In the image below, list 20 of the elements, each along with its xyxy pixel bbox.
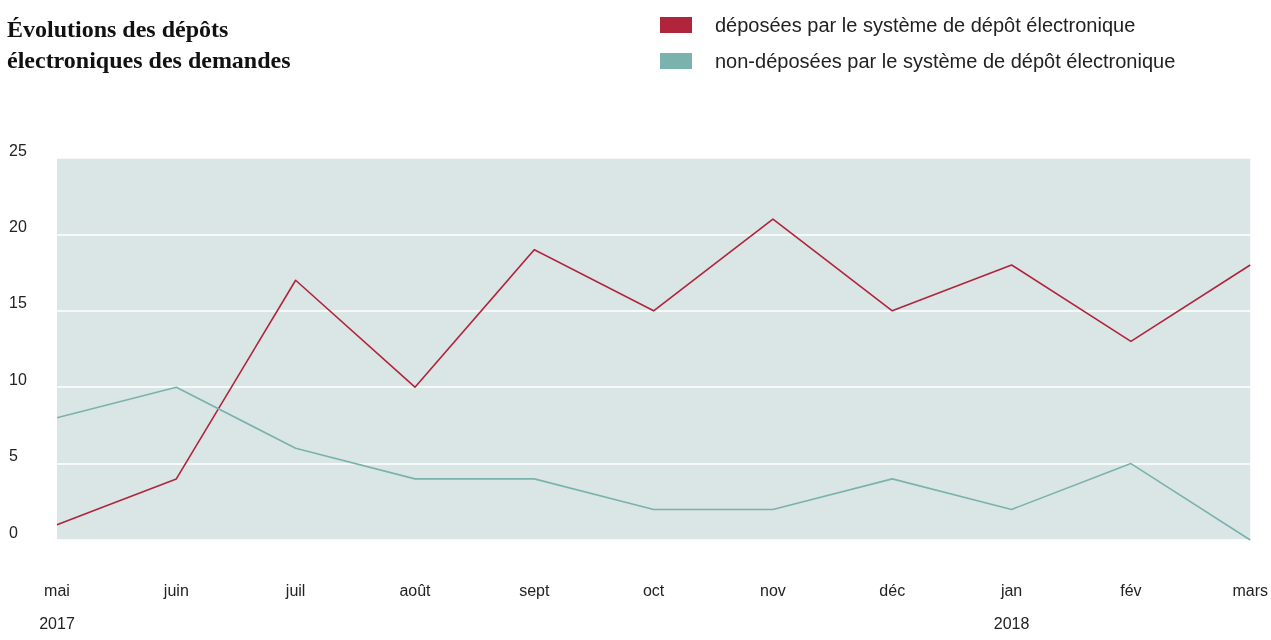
x-tick-label: jan 2018: [993, 582, 1030, 632]
y-tick-label: 25: [9, 141, 27, 159]
x-tick-label: déc: [879, 582, 906, 599]
y-tick-label: 0: [9, 523, 18, 541]
x-tick-label: mars: [1232, 582, 1268, 599]
x-tick-label: juil: [284, 582, 306, 599]
x-tick-label: oct: [642, 582, 665, 599]
y-tick-label: 20: [9, 217, 27, 235]
x-tick-label: fév: [1120, 582, 1142, 599]
legend-label: non-déposées par le système de dépôt électronique: [715, 50, 1176, 72]
x-tick-label: août: [399, 582, 432, 599]
x-tick-label: sept: [519, 582, 550, 599]
x-tick-label: mai 2017: [39, 582, 75, 632]
y-tick-label: 10: [9, 370, 27, 388]
chart-title: Évolutions des dépôts électroniques des demandes: [7, 15, 291, 73]
y-tick-label: 5: [9, 447, 18, 465]
x-tick-label: juin: [162, 582, 189, 599]
y-tick-label: 15: [9, 294, 27, 312]
legend-label: déposées par le système de dépôt électronique: [715, 14, 1136, 36]
x-tick-label: nov: [760, 582, 786, 599]
